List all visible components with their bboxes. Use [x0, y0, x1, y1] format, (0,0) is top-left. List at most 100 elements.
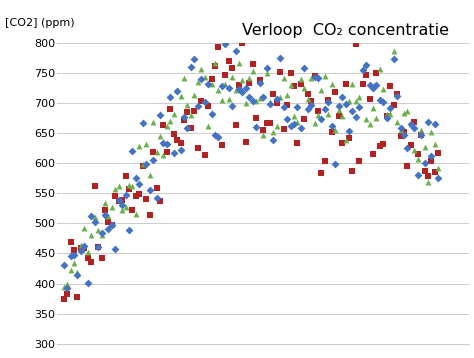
Point — [270, 91, 277, 96]
Point — [252, 98, 260, 103]
Point — [410, 120, 418, 125]
Point — [390, 57, 397, 62]
Point — [218, 142, 226, 148]
Point — [177, 93, 184, 99]
Point — [139, 161, 146, 167]
Point — [359, 81, 366, 87]
Point — [407, 121, 415, 127]
Point — [390, 102, 397, 108]
Point — [122, 173, 129, 178]
Point — [84, 249, 91, 255]
Point — [221, 81, 229, 87]
Point — [345, 135, 353, 140]
Point — [208, 76, 215, 81]
Point — [352, 98, 360, 104]
Point — [414, 172, 421, 178]
Point — [356, 104, 363, 110]
Text: Verloop  CO₂ concentratie: Verloop CO₂ concentratie — [242, 23, 448, 38]
Point — [366, 121, 374, 127]
Point — [70, 247, 78, 253]
Point — [125, 227, 133, 233]
Point — [266, 121, 273, 126]
Point — [276, 55, 284, 61]
Point — [331, 127, 339, 133]
Point — [64, 291, 71, 297]
Point — [421, 144, 428, 150]
Point — [352, 113, 360, 119]
Point — [293, 119, 301, 125]
Point — [369, 85, 377, 91]
Point — [338, 94, 346, 100]
Point — [177, 140, 184, 146]
Point — [345, 98, 353, 103]
Point — [314, 112, 322, 118]
Point — [373, 115, 380, 121]
Point — [91, 184, 99, 189]
Point — [249, 69, 256, 74]
Point — [283, 116, 291, 122]
Point — [256, 77, 264, 83]
Point — [170, 131, 177, 137]
Point — [197, 76, 205, 82]
Point — [208, 82, 215, 87]
Point — [386, 111, 394, 117]
Point — [356, 158, 363, 164]
Point — [249, 61, 256, 67]
Point — [390, 48, 397, 54]
Point — [252, 125, 260, 130]
Point — [191, 108, 198, 114]
Point — [393, 93, 401, 98]
Point — [421, 168, 428, 174]
Point — [235, 60, 243, 66]
Point — [232, 87, 239, 92]
Point — [146, 188, 154, 193]
Point — [60, 263, 67, 268]
Point — [115, 198, 122, 203]
Point — [287, 82, 294, 88]
Point — [393, 91, 401, 97]
Point — [111, 247, 119, 252]
Point — [256, 81, 264, 86]
Point — [173, 87, 181, 93]
Point — [105, 213, 112, 219]
Point — [221, 72, 229, 78]
Point — [136, 191, 143, 197]
Point — [252, 116, 260, 121]
Point — [407, 121, 415, 127]
Point — [194, 145, 201, 151]
Point — [356, 94, 363, 100]
Point — [276, 94, 284, 100]
Point — [342, 137, 349, 142]
Point — [105, 219, 112, 225]
Point — [280, 104, 287, 110]
Point — [246, 95, 253, 100]
Point — [373, 82, 380, 87]
Point — [228, 65, 236, 71]
Point — [132, 175, 140, 181]
Point — [128, 148, 137, 154]
Point — [228, 74, 236, 80]
Point — [153, 149, 160, 155]
Point — [414, 151, 421, 156]
Point — [273, 96, 281, 102]
Point — [270, 137, 277, 143]
Point — [314, 108, 322, 114]
Point — [403, 145, 411, 151]
Point — [263, 65, 270, 71]
Point — [424, 119, 432, 125]
Point — [421, 160, 428, 166]
Point — [173, 137, 181, 143]
Point — [431, 121, 438, 127]
Point — [321, 158, 329, 164]
Point — [280, 126, 287, 132]
Point — [187, 112, 195, 117]
Point — [60, 296, 67, 301]
Point — [238, 77, 246, 83]
Point — [101, 200, 109, 205]
Point — [359, 68, 366, 73]
Point — [362, 62, 370, 68]
Point — [183, 109, 191, 115]
Point — [325, 111, 332, 117]
Point — [156, 198, 164, 204]
Point — [166, 106, 174, 112]
